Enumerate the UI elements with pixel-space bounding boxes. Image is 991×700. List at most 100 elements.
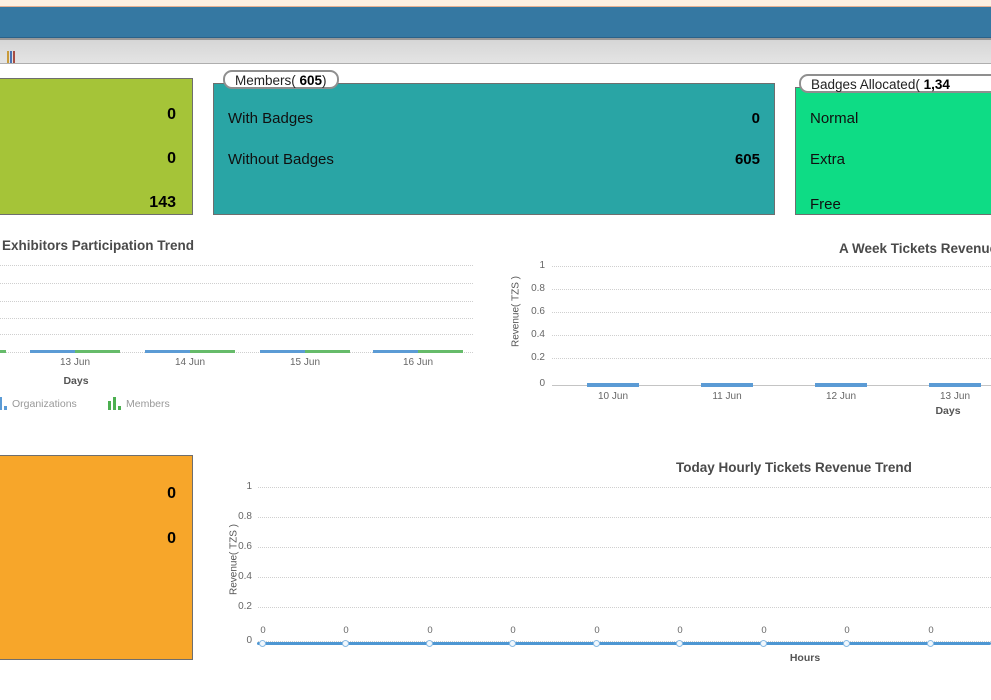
bar-revenue[interactable] xyxy=(587,383,639,387)
y-tick: 0 xyxy=(539,378,545,389)
point-label: 0 xyxy=(677,625,683,636)
point-label: 0 xyxy=(510,625,516,636)
x-tick: 15 Jun xyxy=(289,357,321,368)
data-point-marker[interactable] xyxy=(426,640,433,647)
tab-text: Badges Allocated( xyxy=(811,77,924,92)
panel-value: 0 xyxy=(167,106,176,123)
chart-title: Today Hourly Tickets Revenue Trend xyxy=(676,460,912,475)
y-tick: 0.8 xyxy=(531,283,545,294)
y-tick: 0.8 xyxy=(238,511,252,522)
row-label: Free xyxy=(810,195,841,213)
legend-item-organizations[interactable]: Organizations xyxy=(0,397,77,410)
badges-panel-tab: Badges Allocated( 1,34 xyxy=(799,74,991,93)
x-axis-label: Days xyxy=(935,405,961,417)
panel-row: Extra xyxy=(810,148,991,170)
tab-text: Members( xyxy=(235,73,300,88)
week-tickets-revenue-chart: A Week Tickets Revenue Trend Revenue( TZ… xyxy=(505,240,991,422)
gridline xyxy=(0,318,473,319)
data-point-marker[interactable] xyxy=(676,640,683,647)
members-panel-tab: Members( 605) xyxy=(223,70,339,89)
toolbar xyxy=(0,38,991,64)
data-point-marker[interactable] xyxy=(509,640,516,647)
bar-members[interactable] xyxy=(75,350,120,353)
gridline xyxy=(0,334,473,335)
x-tick: 13 Jun xyxy=(59,357,91,368)
data-point-marker[interactable] xyxy=(760,640,767,647)
data-point-marker[interactable] xyxy=(927,640,934,647)
header-bar xyxy=(0,7,991,38)
gridline xyxy=(258,547,991,548)
data-point-marker[interactable] xyxy=(259,640,266,647)
gridline xyxy=(0,301,473,302)
bar-organizations[interactable] xyxy=(373,350,418,353)
data-point-marker[interactable] xyxy=(593,640,600,647)
bar-organizations[interactable] xyxy=(260,350,305,353)
row-label: Without Badges xyxy=(228,150,334,168)
y-axis-label: Revenue( TZS ) xyxy=(228,524,240,595)
point-label: 0 xyxy=(594,625,600,636)
gridline xyxy=(0,283,473,284)
legend-label: Members xyxy=(126,398,170,410)
x-axis-label: Days xyxy=(63,375,89,387)
bar-members[interactable] xyxy=(305,350,350,353)
point-label: 0 xyxy=(427,625,433,636)
y-tick: 0.4 xyxy=(238,571,252,582)
data-point-marker[interactable] xyxy=(843,640,850,647)
point-label: 0 xyxy=(928,625,934,636)
y-tick: 0 xyxy=(246,635,252,646)
point-label: 0 xyxy=(343,625,349,636)
x-axis-label: Hours xyxy=(789,652,821,664)
chart-title: A Week Tickets Revenue Trend xyxy=(839,241,991,256)
panel-value: 0 xyxy=(167,530,176,547)
bar-members[interactable] xyxy=(190,350,235,353)
bar-members-partial[interactable] xyxy=(0,350,6,353)
row-value: 605 xyxy=(734,150,760,168)
bar-organizations[interactable] xyxy=(145,350,190,353)
y-tick: 1 xyxy=(246,481,252,492)
bar-organizations[interactable] xyxy=(30,350,75,353)
members-panel: Members( 605) With Badges 0 Without Badg… xyxy=(213,70,775,215)
gridline xyxy=(258,517,991,518)
legend-item-members[interactable]: Members xyxy=(108,397,170,410)
legend-label: Organizations xyxy=(12,398,77,410)
gridline xyxy=(258,577,991,578)
gridline xyxy=(258,487,991,488)
gridline xyxy=(552,266,991,267)
bar-revenue[interactable] xyxy=(815,383,867,387)
panel-row: Normal xyxy=(810,107,991,129)
y-tick: 0.2 xyxy=(238,601,252,612)
row-label: Normal xyxy=(810,109,859,127)
exhibitors-participation-chart: Exhibitors Participation Trend 13 Jun 14… xyxy=(0,236,476,418)
gridline xyxy=(0,265,473,266)
gridline xyxy=(552,312,991,313)
bar-chart-icon xyxy=(108,397,121,410)
data-point-marker[interactable] xyxy=(342,640,349,647)
tickets-summary-panel: 0 0 xyxy=(0,455,193,660)
axis-baseline xyxy=(552,385,991,386)
tab-count: 1,34 xyxy=(923,77,950,92)
tab-count: 605 xyxy=(299,73,323,88)
bar-revenue[interactable] xyxy=(929,383,981,387)
gridline xyxy=(552,289,991,290)
point-label: 0 xyxy=(844,625,850,636)
y-tick: 0.4 xyxy=(531,329,545,340)
browser-top-strip xyxy=(0,0,991,7)
chart-title: Exhibitors Participation Trend xyxy=(2,238,195,253)
x-tick: 16 Jun xyxy=(402,357,434,368)
panel-value: 0 xyxy=(167,150,176,167)
y-tick: 1 xyxy=(539,260,545,271)
bar-members[interactable] xyxy=(418,350,463,353)
revenue-line xyxy=(257,642,991,645)
gridline xyxy=(552,335,991,336)
point-label: 0 xyxy=(761,625,767,636)
tab-suffix: ) xyxy=(322,73,327,88)
x-tick: 14 Jun xyxy=(174,357,206,368)
x-tick: 10 Jun xyxy=(597,391,629,402)
row-label: With Badges xyxy=(228,109,314,127)
x-tick: 12 Jun xyxy=(825,391,857,402)
bar-chart-icon xyxy=(0,397,7,410)
point-label: 0 xyxy=(260,625,266,636)
toolbar-app-icon[interactable] xyxy=(7,51,15,63)
bar-revenue[interactable] xyxy=(701,383,753,387)
